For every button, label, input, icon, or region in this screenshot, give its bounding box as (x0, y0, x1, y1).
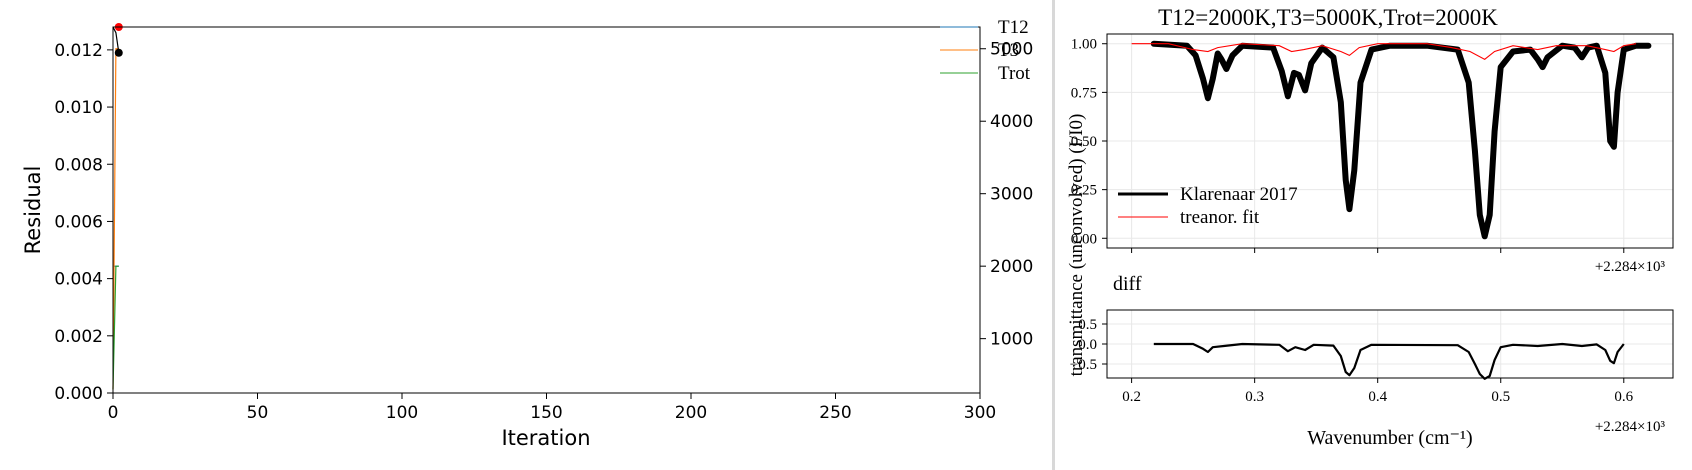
left-legend-label: T3 (998, 40, 1019, 61)
diff-x-axis-label: Wavenumber (cm⁻¹) (1307, 427, 1472, 449)
left-x-ticks: 0 50 100 150 200 250 300 (108, 393, 996, 423)
left-y-tick-label: 0.012 (54, 41, 103, 61)
transmittance-x-offset: +2.284×10³ (1595, 259, 1666, 275)
left-y2-tick-label: 1000 (990, 330, 1033, 350)
diff-y-tick-label: −0.5 (1070, 357, 1097, 373)
left-x-tick-label: 50 (247, 403, 269, 423)
left-y2-tick-label: 2000 (990, 257, 1033, 277)
transmittance-x-ticks (1131, 248, 1625, 253)
transmittance-y-tick-label: 0.75 (1071, 85, 1097, 101)
transmittance-legend-label: Klarenaar 2017 (1180, 184, 1298, 205)
left-y2-tick-label: 5000 (990, 40, 1033, 60)
left-y-tick-label: 0.002 (54, 327, 103, 347)
transmittance-legend-label: treanor. fit (1180, 207, 1260, 228)
left-x-tick-label: 0 (108, 403, 119, 423)
diff-y-ticks: 0.5 0.0 −0.5 (1070, 317, 1107, 373)
left-series-line-trot (112, 265, 119, 390)
diff-chart: diff 0.5 0.0 −0.5 0.2 0.3 0.4 0.5 0.6 +2.284×1… (1070, 273, 1674, 449)
transmittance-chart: T12=2000K,T3=5000K,Trot=2000K 0.000.250.… (1066, 5, 1674, 377)
klarenaar-series-line (1150, 40, 1652, 240)
transmittance-y-ticks: 0.00 0.25 0.50 0.75 1.00 (1071, 37, 1107, 247)
diff-y-tick-label: 0.0 (1078, 337, 1097, 353)
transmittance-y-axis-label: transmittance (unconvolved) (I/I0) (1066, 114, 1087, 377)
left-x-tick-label: 300 (964, 403, 996, 423)
left-y-tick-label: 0.006 (54, 212, 103, 232)
diff-x-tick-label: 0.6 (1614, 389, 1633, 405)
left-legend-label: Trot (998, 63, 1031, 84)
diff-title: diff (1113, 273, 1142, 295)
left-x-tick-label: 100 (386, 403, 418, 423)
diff-x-offset: +2.284×10³ (1595, 419, 1666, 435)
left-y-axis-label: Residual (21, 166, 45, 255)
transmittance-y-tick-label: 0.25 (1071, 183, 1097, 199)
left-y2-tick-label: 4000 (990, 112, 1033, 132)
left-y-ticks: 0.000 0.002 0.004 0.006 0.008 0.010 0.012 (54, 41, 113, 404)
left-series-line-residual (112, 26, 120, 53)
diff-x-tick-label: 0.3 (1245, 389, 1264, 405)
transmittance-y-tick-label: 0.00 (1071, 231, 1097, 247)
transmittance-y-tick-label: 1.00 (1071, 37, 1097, 53)
left-y-tick-label: 0.000 (54, 384, 103, 404)
transmittance-y-tick-label: 0.50 (1071, 134, 1097, 150)
diff-x-tick-label: 0.5 (1491, 389, 1510, 405)
left-y2-tick-label: 3000 (990, 185, 1033, 205)
left-x-tick-label: 150 (530, 403, 562, 423)
left-y-tick-label: 0.010 (54, 98, 103, 118)
transmittance-title: T12=2000K,T3=5000K,Trot=2000K (1158, 5, 1498, 30)
left-series-group (112, 23, 123, 390)
diff-x-tick-label: 0.4 (1368, 389, 1387, 405)
panel-divider (1052, 0, 1055, 470)
treanor-fit-series-line (1131, 43, 1637, 60)
diff-x-ticks: 0.2 0.3 0.4 0.5 0.6 (1122, 378, 1634, 405)
left-y-tick-label: 0.004 (54, 270, 103, 290)
left-y-tick-label: 0.008 (54, 155, 103, 175)
left-x-axis-label: Iteration (501, 426, 590, 450)
diff-y-tick-label: 0.5 (1078, 317, 1097, 333)
left-x-tick-label: 250 (819, 403, 851, 423)
diff-x-tick-label: 0.2 (1122, 389, 1141, 405)
left-legend-label: T12 (998, 17, 1029, 38)
left-residual-marker (114, 48, 123, 57)
left-x-tick-label: 200 (675, 403, 707, 423)
diff-series-line (1153, 342, 1625, 380)
left-secondary-y-ticks: 1000 2000 3000 4000 5000 (980, 40, 1033, 350)
residual-chart: 0 50 100 150 200 250 300 0.0000.0020.0040.0060… (21, 17, 1033, 450)
